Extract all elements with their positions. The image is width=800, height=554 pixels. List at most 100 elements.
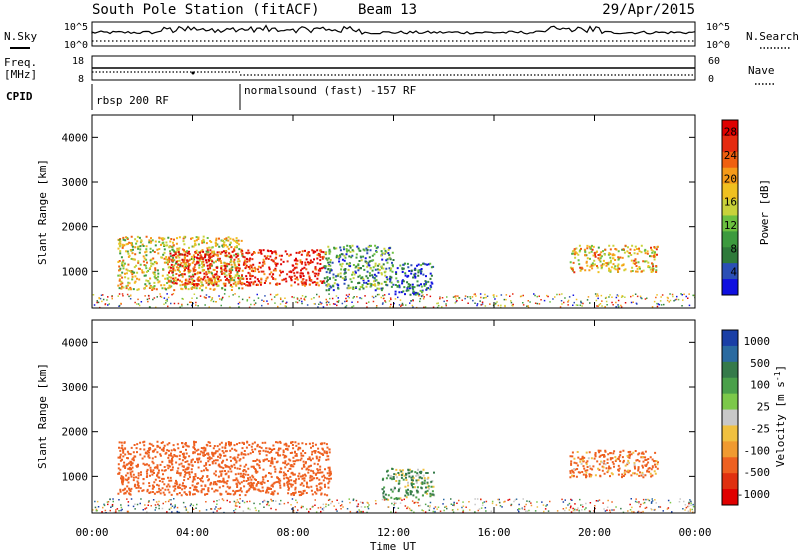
- power-colorbar-swatch: [722, 263, 738, 280]
- xtick-label-4: 16:00: [477, 526, 510, 539]
- power-echoes: [92, 235, 695, 308]
- xtick-label-2: 08:00: [276, 526, 309, 539]
- power-colorbar-swatch: [722, 120, 738, 137]
- velocity-colorbar-swatch: [722, 441, 738, 458]
- nave-trace: [92, 71, 695, 76]
- velocity-colorbar-tick-7: -1000: [737, 488, 770, 501]
- velocity-region-1: [381, 467, 436, 501]
- velocity-colorbar-tick-2: 100: [750, 379, 770, 392]
- velocity-colorbar-swatch: [722, 393, 738, 411]
- velocity-ylabel: Slant Range [km]: [36, 363, 49, 469]
- ytick-label-1000: 1000: [62, 470, 89, 483]
- beam-label: Beam 13: [358, 2, 417, 18]
- power-colorbar: 4 8 12 16 20 24 28 Power [dB]: [721, 119, 771, 296]
- nsky-label: N.Sky: [4, 30, 37, 43]
- power-colorbar-swatch: [722, 135, 738, 153]
- power-colorbar-tick-16: 16: [724, 196, 737, 209]
- power-colorbar-tick-4: 4: [730, 266, 737, 279]
- ytick-label-3000: 3000: [62, 381, 89, 394]
- velocity-colorbar-tick-4: -25: [750, 422, 770, 435]
- velocity-colorbar-tick-5: -100: [744, 444, 771, 457]
- xtick-label-0: 00:00: [75, 526, 108, 539]
- power-colorbar-tick-28: 28: [724, 126, 737, 139]
- velocity-colorbar-swatch: [722, 361, 738, 379]
- xtick-label-1: 04:00: [176, 526, 209, 539]
- power-colorbar-swatch: [722, 151, 738, 169]
- velocity-colorbar: 1000 500 100 25 -25 -100 -500 -1000 Velocity [m…: [721, 329, 787, 506]
- nsearch-tick-bottom: 10^0: [706, 40, 730, 51]
- velocity-colorbar-swatch: [722, 377, 738, 395]
- freq-tick-top: 18: [72, 56, 84, 67]
- power-ylabel: Slant Range [km]: [36, 159, 49, 265]
- power-colorbar-swatch: [722, 199, 738, 216]
- velocity-colorbar-swatch: [722, 330, 738, 347]
- power-colorbar-tick-24: 24: [724, 149, 738, 162]
- freq-strip: Freq. [MHz] 18 8 60 0 Nave: [4, 55, 775, 85]
- nsky-tick-bottom: 10^0: [64, 40, 88, 51]
- xtick-label-6: 00:00: [678, 526, 711, 539]
- nave-label: Nave: [748, 64, 775, 77]
- power-colorbar-swatch: [722, 247, 738, 264]
- ytick-label-4000: 4000: [62, 336, 89, 349]
- velocity-panel: 1000 2000 3000 4000 Slant Range [km]: [36, 319, 696, 514]
- power-colorbar-swatch: [722, 183, 738, 201]
- station-title: South Pole Station (fitACF): [92, 2, 320, 18]
- xtick-label-3: 12:00: [377, 526, 410, 539]
- velocity-colorbar-swatch: [722, 425, 738, 442]
- date-label: 29/Apr/2015: [602, 2, 695, 18]
- xtick-label-5: 20:00: [578, 526, 611, 539]
- power-colorbar-swatch: [722, 231, 738, 248]
- ytick-label-3000: 3000: [62, 176, 89, 189]
- power-yaxis: 1000 2000 3000 4000: [62, 131, 695, 278]
- velocity-yaxis: 1000 2000 3000 4000: [62, 336, 695, 483]
- power-region-2: [323, 244, 395, 292]
- power-colorbar-tick-8: 8: [730, 242, 737, 255]
- velocity-colorbar-swatch: [722, 473, 738, 490]
- nsearch-label: N.Search: [746, 30, 799, 43]
- velocity-region-0: [117, 440, 332, 497]
- time-axis: 00:00 04:00 08:00 12:00 16:00 20:00 00:00: [75, 115, 712, 539]
- velocity-colorbar-tick-0: 1000: [744, 335, 771, 348]
- power-region-4: [569, 244, 659, 274]
- nsky-line: [91, 24, 696, 35]
- power-colorbar-label: Power [dB]: [758, 179, 771, 245]
- nsky-trace: [91, 24, 696, 42]
- velocity-colorbar-tick-1: 500: [750, 357, 770, 370]
- power-panel: 1000 2000 3000 4000 Slant Range [km]: [36, 114, 696, 309]
- velocity-echoes: [92, 440, 695, 513]
- ytick-label-2000: 2000: [62, 221, 89, 234]
- freq-label-1: Freq.: [4, 56, 37, 69]
- velocity-colorbar-swatch: [722, 489, 738, 506]
- velocity-colorbar-swatch: [722, 409, 738, 426]
- time-axis-label: Time UT: [370, 540, 417, 553]
- nave-point: [191, 71, 195, 75]
- freq-tick-bottom: 8: [78, 74, 84, 85]
- cpid-strip: CPID rbsp 200 RF normalsound (fast) -157…: [6, 84, 416, 110]
- velocity-region-2: [569, 449, 659, 479]
- freq-label-2: [MHz]: [4, 68, 37, 81]
- ytick-label-4000: 4000: [62, 131, 89, 144]
- velocity-colorbar-tick-3: 25: [757, 401, 770, 414]
- nsky-tick-top: 10^5: [64, 22, 88, 33]
- velocity-colorbar-swatch: [722, 457, 738, 474]
- cpid-segment-2: normalsound (fast) -157 RF: [244, 84, 416, 97]
- velocity-colorbar-swatch: [722, 345, 738, 363]
- velocity-colorbar-label: Velocity [m s-1]: [773, 365, 787, 467]
- power-region-1: [167, 249, 325, 287]
- velocity-colorbar-tick-6: -500: [744, 466, 771, 479]
- nave-tick-top: 60: [708, 56, 720, 67]
- nave-tick-bottom: 0: [708, 74, 714, 85]
- power-region-3: [394, 262, 435, 296]
- cpid-label: CPID: [6, 90, 33, 103]
- power-colorbar-tick-20: 20: [724, 172, 737, 185]
- velocity-noise: [92, 498, 695, 513]
- ytick-label-2000: 2000: [62, 426, 89, 439]
- power-colorbar-tick-12: 12: [724, 219, 737, 232]
- cpid-segment-1: rbsp 200 RF: [96, 94, 169, 107]
- power-colorbar-swatch: [722, 215, 738, 232]
- power-noise: [92, 293, 695, 308]
- power-colorbar-swatch: [722, 279, 738, 296]
- nsearch-tick-top: 10^5: [706, 22, 730, 33]
- nsky-strip: N.Sky 10^5 10^0 10^5 10^0 N.Search: [4, 21, 799, 51]
